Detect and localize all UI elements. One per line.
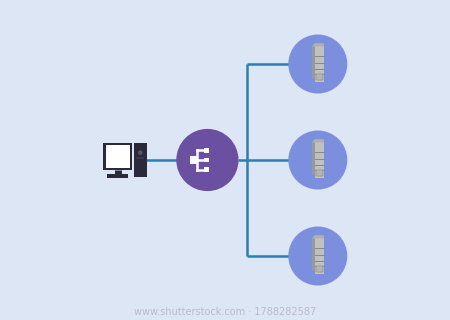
Polygon shape	[312, 139, 324, 142]
FancyBboxPatch shape	[315, 238, 324, 274]
FancyBboxPatch shape	[108, 174, 128, 178]
FancyBboxPatch shape	[204, 167, 209, 172]
Circle shape	[289, 227, 347, 285]
FancyBboxPatch shape	[312, 142, 315, 174]
Circle shape	[289, 131, 347, 189]
FancyBboxPatch shape	[134, 143, 147, 177]
FancyBboxPatch shape	[316, 170, 323, 176]
FancyBboxPatch shape	[104, 143, 132, 170]
FancyBboxPatch shape	[136, 157, 144, 159]
FancyBboxPatch shape	[312, 46, 315, 78]
FancyBboxPatch shape	[315, 46, 324, 82]
FancyBboxPatch shape	[204, 148, 209, 153]
FancyBboxPatch shape	[189, 156, 197, 164]
Text: www.shutterstock.com · 1788282587: www.shutterstock.com · 1788282587	[134, 307, 316, 317]
Circle shape	[177, 130, 238, 190]
FancyBboxPatch shape	[316, 74, 323, 80]
Circle shape	[289, 35, 347, 93]
Circle shape	[139, 151, 142, 154]
FancyBboxPatch shape	[106, 145, 130, 168]
Polygon shape	[312, 43, 324, 46]
FancyBboxPatch shape	[312, 238, 315, 270]
FancyBboxPatch shape	[204, 158, 209, 162]
Polygon shape	[312, 235, 324, 238]
FancyBboxPatch shape	[316, 266, 323, 272]
FancyBboxPatch shape	[315, 142, 324, 178]
